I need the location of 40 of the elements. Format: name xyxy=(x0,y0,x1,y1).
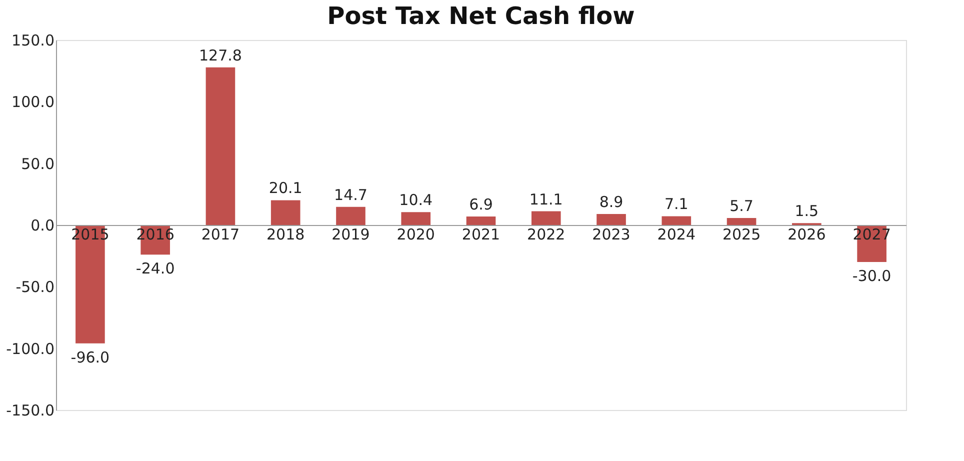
data-label: -30.0 xyxy=(852,267,892,285)
data-label: 8.9 xyxy=(599,193,624,212)
bar xyxy=(726,218,756,225)
x-tick-label: 2025 xyxy=(722,226,761,244)
y-tick-label: -100.0 xyxy=(6,340,54,358)
data-label: 14.7 xyxy=(334,186,368,204)
x-tick-label: 2024 xyxy=(657,226,696,244)
x-tick-label: 2026 xyxy=(788,226,826,244)
data-label: 20.1 xyxy=(268,179,302,198)
x-tick-label: 2022 xyxy=(527,226,566,244)
y-tick-label: 0.0 xyxy=(30,216,54,234)
data-label: 127.8 xyxy=(198,46,242,64)
x-tick-label: 2023 xyxy=(592,226,630,244)
bar xyxy=(596,214,626,225)
x-tick-label: 2017 xyxy=(201,226,240,244)
x-tick-label: 2020 xyxy=(396,226,435,244)
data-label: 1.5 xyxy=(794,202,819,220)
bar xyxy=(531,211,561,225)
y-tick-label: -150.0 xyxy=(6,402,54,420)
data-label: 5.7 xyxy=(730,196,754,215)
y-tick-label: 100.0 xyxy=(12,93,54,112)
bar xyxy=(662,216,692,225)
x-tick-label: 2019 xyxy=(332,226,370,244)
bar xyxy=(270,200,300,225)
data-label: -96.0 xyxy=(70,348,110,366)
bar xyxy=(206,67,236,225)
y-tick-label: 50.0 xyxy=(21,154,54,173)
data-label: -24.0 xyxy=(136,260,175,278)
data-label: 11.1 xyxy=(529,190,563,208)
bar xyxy=(401,212,431,225)
chart-title: Post Tax Net Cash flow xyxy=(327,2,635,30)
y-tick-label: 150.0 xyxy=(12,32,54,50)
bar xyxy=(336,206,366,225)
y-tick-label: -50.0 xyxy=(16,278,54,296)
data-label: 10.4 xyxy=(399,191,433,210)
x-tick-label: 2018 xyxy=(266,226,305,244)
data-label: 6.9 xyxy=(469,195,493,214)
x-tick-label: 2021 xyxy=(462,226,500,244)
data-label: 7.1 xyxy=(664,195,688,214)
bar xyxy=(466,216,496,225)
